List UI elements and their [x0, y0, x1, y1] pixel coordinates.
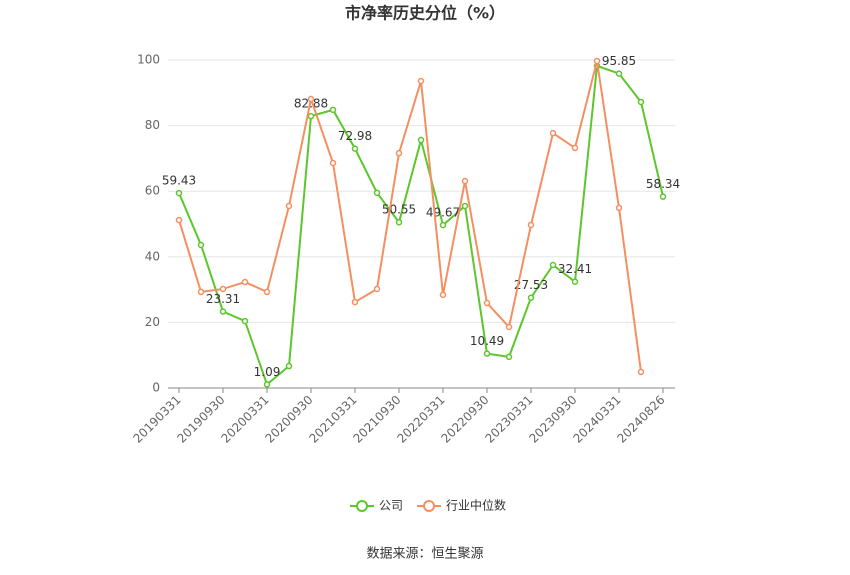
data-point	[461, 202, 469, 210]
y-tick-label: 0	[152, 381, 160, 395]
data-label: 23.31	[206, 292, 240, 306]
data-point	[593, 57, 601, 65]
legend-marker	[356, 500, 368, 512]
data-label: 1.09	[254, 365, 281, 379]
data-point	[571, 278, 579, 285]
data-point	[219, 285, 227, 293]
data-point	[483, 299, 491, 307]
legend-label: 公司	[379, 499, 403, 513]
data-label: 58.34	[646, 177, 680, 191]
series-line	[178, 60, 642, 373]
data-point	[373, 189, 381, 197]
series-line	[178, 64, 664, 387]
data-point	[351, 145, 359, 152]
data-point	[263, 288, 271, 296]
data-point	[659, 193, 667, 200]
data-label: 10.49	[470, 334, 504, 348]
data-point	[505, 323, 513, 331]
data-point	[483, 350, 491, 357]
data-point	[307, 112, 315, 120]
data-point	[329, 159, 337, 167]
source-note: 数据来源：恒生聚源	[366, 547, 483, 562]
y-tick-label: 40	[145, 249, 160, 263]
y-tick-label: 80	[145, 118, 160, 132]
data-point	[417, 136, 425, 144]
data-point	[439, 291, 447, 299]
data-point	[307, 95, 315, 103]
data-point	[351, 298, 359, 306]
data-point	[175, 189, 183, 197]
y-tick-label: 60	[145, 184, 160, 198]
data-label: 32.41	[558, 262, 592, 276]
data-point	[549, 261, 557, 269]
data-point	[285, 202, 293, 210]
data-point	[329, 106, 337, 114]
data-point	[197, 241, 205, 249]
data-label: 95.85	[602, 54, 636, 68]
data-label: 59.43	[162, 174, 196, 188]
data-point	[439, 221, 447, 229]
x-tick-label: 20240826	[615, 393, 668, 446]
data-point	[571, 144, 579, 152]
data-point	[637, 368, 645, 376]
data-point	[637, 98, 645, 106]
data-point	[197, 288, 205, 296]
data-point	[241, 317, 249, 325]
data-point	[417, 77, 425, 85]
data-point	[615, 204, 623, 212]
data-point	[241, 278, 249, 286]
chart-title: 市净率历史分位（%）	[345, 4, 505, 23]
data-point	[373, 285, 381, 293]
data-point	[219, 308, 227, 315]
data-point	[615, 70, 623, 77]
data-point	[527, 221, 535, 229]
data-label: 72.98	[338, 129, 372, 143]
y-tick-label: 100	[137, 53, 160, 67]
data-point	[505, 353, 513, 361]
data-point	[395, 218, 403, 226]
data-point	[527, 294, 535, 301]
data-point	[395, 149, 403, 157]
data-label: 50.55	[382, 203, 416, 217]
data-point	[285, 362, 293, 370]
y-tick-label: 20	[145, 315, 160, 329]
data-label: 49.67	[426, 206, 460, 220]
data-point	[461, 177, 469, 185]
data-point	[263, 381, 271, 388]
legend-label: 行业中位数	[446, 498, 506, 513]
legend-marker	[423, 500, 436, 512]
data-label: 27.53	[514, 278, 548, 292]
data-point	[175, 216, 183, 224]
data-point	[549, 129, 557, 137]
